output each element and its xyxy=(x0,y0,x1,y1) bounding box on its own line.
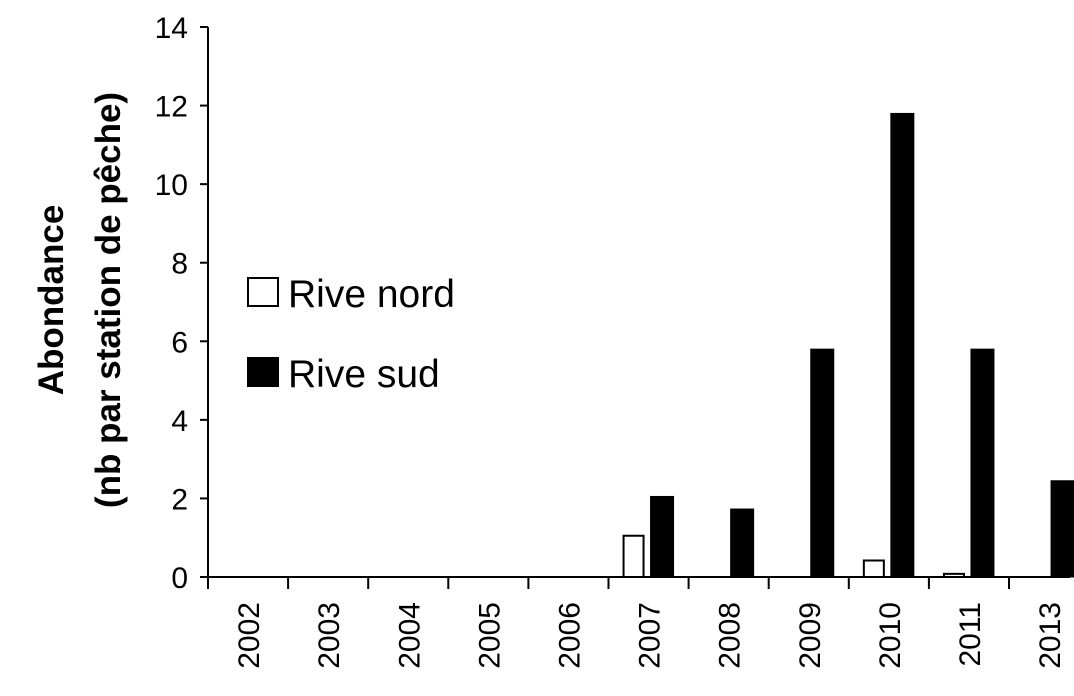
y-tick-label: 8 xyxy=(171,248,188,281)
legend: Rive nord Rive sud xyxy=(247,273,455,396)
x-tick-label: 2005 xyxy=(473,602,506,669)
x-ticks: 2002 2003 2004 2005 2006 2007 2008 2009 2010 2011… xyxy=(207,577,1067,669)
y-tick-label: 12 xyxy=(155,91,188,124)
bars xyxy=(622,112,1074,578)
x-tick-label: 2002 xyxy=(233,602,266,669)
y-tick-label: 0 xyxy=(171,562,188,595)
y-tick-label: 14 xyxy=(155,12,188,45)
x-tick-label: 2010 xyxy=(874,602,907,669)
bar-rive-sud xyxy=(890,112,915,578)
bar-rive-sud xyxy=(810,348,835,578)
bar-rive-nord xyxy=(622,534,645,578)
bar-rive-sud xyxy=(970,348,995,578)
y-tick-label: 2 xyxy=(171,483,188,516)
x-tick-label: 2006 xyxy=(553,602,586,669)
y-ticks: 0 2 4 6 8 10 12 14 xyxy=(155,12,208,595)
bar-rive-sud xyxy=(730,508,755,578)
x-tick-label: 2007 xyxy=(634,602,667,669)
x-tick-label: 2008 xyxy=(714,602,747,669)
bar-rive-sud xyxy=(650,495,675,578)
x-tick-label: 2004 xyxy=(393,602,426,669)
x-tick-label: 2011 xyxy=(954,602,987,667)
legend-swatch-rive-nord xyxy=(247,277,279,307)
legend-label-rive-sud: Rive sud xyxy=(288,353,440,396)
x-tick-label: 2003 xyxy=(313,602,346,669)
bar-rive-nord xyxy=(862,559,885,578)
bar-rive-sud xyxy=(1050,480,1074,578)
y-tick-label: 10 xyxy=(155,169,188,202)
y-axis-title-line1: Abondance xyxy=(32,205,71,396)
x-tick-label: 2009 xyxy=(794,602,827,669)
legend-label-rive-nord: Rive nord xyxy=(288,273,455,316)
y-axis-title: Abondance (nb par station de pêche) xyxy=(32,92,128,508)
axes xyxy=(207,27,1070,578)
y-axis-title-line2: (nb par station de pêche) xyxy=(89,92,128,508)
y-tick-label: 4 xyxy=(171,405,188,438)
legend-swatch-rive-sud xyxy=(247,357,279,387)
y-tick-label: 6 xyxy=(171,326,188,359)
x-tick-label: 2013 xyxy=(1034,602,1067,669)
